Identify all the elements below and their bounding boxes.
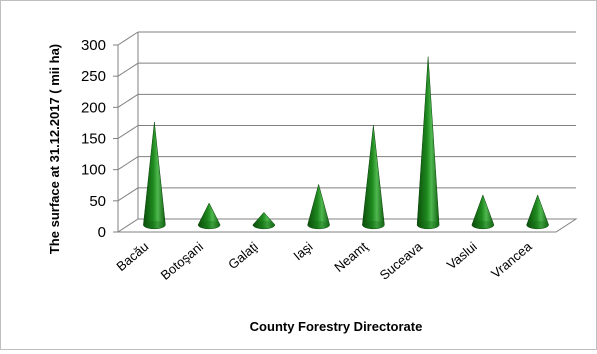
y-tick-label: 50: [89, 193, 106, 210]
cone-base: [527, 221, 549, 229]
cone-body: [417, 57, 439, 229]
x-tick-label: Iaşi: [290, 239, 315, 264]
axes: [113, 32, 576, 232]
x-tick-label: Galaţi: [225, 239, 261, 272]
y-tick-labels: 0 50 100 150 200 250 300: [81, 37, 106, 241]
cone-body: [362, 125, 384, 229]
cone-base: [143, 221, 165, 229]
x-tick-label: Bacău: [113, 239, 151, 274]
cone-Suceava: [417, 57, 439, 229]
x-tick-label: Botoşani: [158, 239, 206, 283]
y-axis-title: The surface at 31.12.2017 ( mii ha): [47, 44, 62, 254]
x-axis-title: County Forestry Directorate: [250, 319, 423, 334]
cone-base: [362, 221, 384, 229]
gridline-diag-4: [118, 94, 138, 107]
x-tick-labels: Bacău Botoşani Galaţi Iaşi Neamţ Suceava Vaslu…: [113, 238, 535, 283]
cone-base: [253, 221, 275, 229]
y-tick-label: 150: [81, 131, 106, 148]
cone-chart: 0 50 100 150 200 250 300 Bacău Botoşani Galaţi Ia…: [1, 1, 596, 349]
cone-base: [472, 221, 494, 229]
cone-body: [143, 122, 165, 229]
cone-Galaţi: [253, 212, 275, 228]
gridline-diag-1: [118, 188, 138, 201]
gridline-diag-2: [118, 157, 138, 170]
cone-Neamţ: [362, 125, 384, 229]
y-tick-label: 100: [81, 162, 106, 179]
y-tick-label: 250: [81, 68, 106, 85]
y-tick-label: 200: [81, 99, 106, 116]
cone-base: [308, 221, 330, 229]
x-tick-label: Neamţ: [331, 239, 370, 275]
y-tick-label: 300: [81, 37, 106, 54]
x-tick-label: Vrancea: [488, 238, 535, 281]
cone-Vaslui: [472, 195, 494, 229]
floor: [118, 219, 576, 232]
cone-Bacău: [143, 122, 165, 229]
y-tick-label: 0: [98, 224, 106, 241]
cone-base: [417, 221, 439, 229]
x-tick-label: Suceava: [377, 238, 426, 283]
gridline-diag-5: [118, 63, 138, 76]
cone-marks: [143, 57, 548, 229]
cone-Botoşani: [198, 203, 220, 229]
gridline-diag-3: [118, 126, 138, 139]
gridline-diag-6: [118, 32, 138, 45]
cone-Vrancea: [527, 195, 549, 229]
cone-Iaşi: [308, 184, 330, 229]
cone-base: [198, 221, 220, 229]
x-tick-label: Vaslui: [444, 239, 480, 273]
gridlines: [118, 32, 576, 201]
